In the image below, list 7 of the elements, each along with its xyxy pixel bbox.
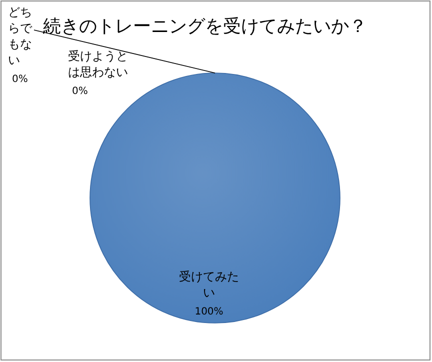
text: 0% [72, 86, 88, 97]
chart-title: 続きのトレーニングを受けてみたいか？ [42, 16, 367, 37]
text: 0% [12, 74, 28, 85]
slice-label: 受けてみたい [179, 270, 239, 300]
category-label: 受けようとは思わない [68, 49, 128, 79]
data-label: 100% [194, 306, 224, 318]
category-label: どちらでもない [8, 5, 32, 67]
